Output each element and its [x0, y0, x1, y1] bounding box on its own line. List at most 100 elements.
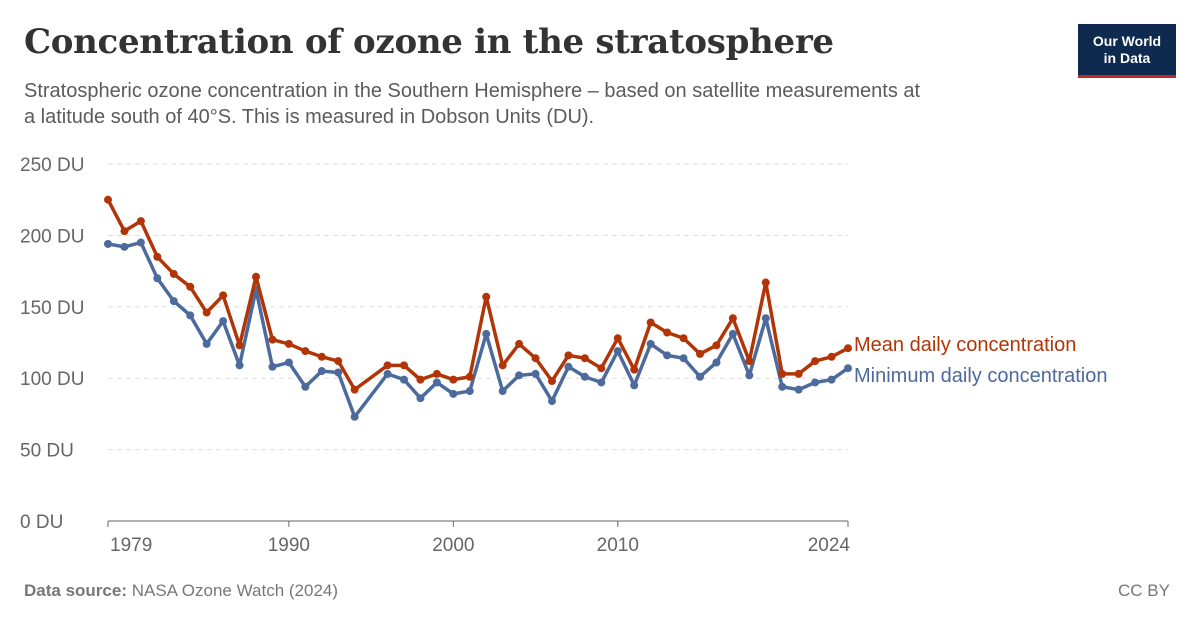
data-point-mean-daily-concentration[interactable] — [844, 344, 852, 353]
data-point-mean-daily-concentration[interactable] — [465, 372, 474, 381]
data-point-minimum-daily-concentration[interactable] — [317, 367, 326, 376]
data-point-mean-daily-concentration[interactable] — [778, 369, 787, 378]
data-point-mean-daily-concentration[interactable] — [811, 357, 820, 366]
data-point-mean-daily-concentration[interactable] — [334, 357, 343, 366]
data-point-minimum-daily-concentration[interactable] — [728, 329, 737, 338]
data-point-mean-daily-concentration[interactable] — [268, 335, 277, 344]
data-point-mean-daily-concentration[interactable] — [219, 291, 228, 300]
data-point-minimum-daily-concentration[interactable] — [400, 375, 408, 384]
data-point-mean-daily-concentration[interactable] — [515, 339, 524, 348]
data-point-minimum-daily-concentration[interactable] — [564, 362, 573, 371]
data-point-mean-daily-concentration[interactable] — [531, 354, 540, 363]
data-point-mean-daily-concentration[interactable] — [663, 328, 672, 337]
data-point-minimum-daily-concentration[interactable] — [646, 339, 655, 348]
data-point-mean-daily-concentration[interactable] — [712, 341, 721, 350]
legend-label-minimum-daily-concentration[interactable]: Minimum daily concentration — [854, 365, 1107, 387]
data-point-mean-daily-concentration[interactable] — [679, 334, 688, 343]
series-mean-daily-concentration[interactable] — [104, 195, 852, 394]
data-point-mean-daily-concentration[interactable] — [498, 361, 507, 370]
data-point-minimum-daily-concentration[interactable] — [449, 389, 458, 398]
data-point-minimum-daily-concentration[interactable] — [104, 239, 112, 248]
data-point-minimum-daily-concentration[interactable] — [712, 358, 721, 367]
data-point-minimum-daily-concentration[interactable] — [844, 364, 852, 373]
data-point-mean-daily-concentration[interactable] — [827, 352, 836, 361]
data-point-minimum-daily-concentration[interactable] — [696, 372, 704, 381]
data-point-minimum-daily-concentration[interactable] — [219, 317, 228, 326]
data-point-minimum-daily-concentration[interactable] — [498, 387, 507, 396]
data-point-minimum-daily-concentration[interactable] — [465, 387, 474, 396]
data-point-minimum-daily-concentration[interactable] — [580, 372, 589, 381]
data-point-mean-daily-concentration[interactable] — [482, 292, 491, 301]
data-point-mean-daily-concentration[interactable] — [696, 349, 704, 358]
data-point-minimum-daily-concentration[interactable] — [186, 311, 195, 320]
data-point-minimum-daily-concentration[interactable] — [613, 347, 622, 356]
data-point-mean-daily-concentration[interactable] — [301, 347, 310, 356]
data-point-minimum-daily-concentration[interactable] — [153, 274, 162, 283]
data-point-minimum-daily-concentration[interactable] — [284, 358, 293, 367]
data-point-mean-daily-concentration[interactable] — [794, 369, 803, 378]
data-point-mean-daily-concentration[interactable] — [449, 375, 458, 384]
data-point-mean-daily-concentration[interactable] — [383, 361, 392, 370]
data-point-mean-daily-concentration[interactable] — [630, 365, 639, 374]
data-point-minimum-daily-concentration[interactable] — [778, 382, 787, 391]
data-point-minimum-daily-concentration[interactable] — [597, 378, 606, 387]
data-point-minimum-daily-concentration[interactable] — [235, 361, 244, 370]
data-point-mean-daily-concentration[interactable] — [350, 385, 359, 394]
data-point-minimum-daily-concentration[interactable] — [811, 378, 820, 387]
data-point-minimum-daily-concentration[interactable] — [663, 351, 672, 360]
data-point-minimum-daily-concentration[interactable] — [169, 297, 178, 306]
data-point-mean-daily-concentration[interactable] — [120, 227, 129, 236]
data-point-minimum-daily-concentration[interactable] — [827, 375, 836, 384]
data-point-minimum-daily-concentration[interactable] — [515, 371, 524, 380]
data-point-minimum-daily-concentration[interactable] — [136, 238, 145, 247]
data-point-mean-daily-concentration[interactable] — [432, 369, 441, 378]
data-point-mean-daily-concentration[interactable] — [153, 252, 162, 261]
data-point-mean-daily-concentration[interactable] — [252, 272, 260, 281]
data-point-mean-daily-concentration[interactable] — [186, 282, 195, 291]
data-point-mean-daily-concentration[interactable] — [548, 377, 556, 386]
data-point-minimum-daily-concentration[interactable] — [794, 385, 803, 394]
data-point-mean-daily-concentration[interactable] — [202, 308, 211, 317]
data-point-mean-daily-concentration[interactable] — [104, 195, 112, 204]
data-point-mean-daily-concentration[interactable] — [597, 364, 606, 373]
data-point-minimum-daily-concentration[interactable] — [120, 242, 129, 251]
data-point-minimum-daily-concentration[interactable] — [334, 368, 343, 377]
data-point-minimum-daily-concentration[interactable] — [432, 378, 441, 387]
data-point-mean-daily-concentration[interactable] — [745, 357, 754, 366]
owid-logo[interactable]: Our World in Data — [1078, 24, 1176, 78]
x-tick-label: 1990 — [268, 535, 310, 556]
data-point-minimum-daily-concentration[interactable] — [416, 394, 425, 403]
data-point-mean-daily-concentration[interactable] — [169, 269, 178, 278]
data-point-mean-daily-concentration[interactable] — [728, 314, 737, 323]
chart-subtitle: Stratospheric ozone concentration in the… — [24, 80, 921, 128]
data-point-minimum-daily-concentration[interactable] — [350, 412, 359, 421]
data-point-minimum-daily-concentration[interactable] — [761, 314, 770, 323]
data-point-minimum-daily-concentration[interactable] — [745, 371, 754, 380]
legend: Mean daily concentration Minimum daily co… — [854, 334, 1107, 387]
data-point-minimum-daily-concentration[interactable] — [531, 369, 540, 378]
data-point-mean-daily-concentration[interactable] — [317, 352, 326, 361]
data-point-minimum-daily-concentration[interactable] — [268, 362, 277, 371]
data-point-mean-daily-concentration[interactable] — [646, 318, 655, 327]
data-point-mean-daily-concentration[interactable] — [136, 217, 145, 226]
legend-label-mean-daily-concentration[interactable]: Mean daily concentration — [854, 334, 1076, 356]
data-point-mean-daily-concentration[interactable] — [284, 339, 293, 348]
data-point-minimum-daily-concentration[interactable] — [202, 339, 211, 348]
data-point-mean-daily-concentration[interactable] — [235, 341, 244, 350]
data-point-mean-daily-concentration[interactable] — [400, 361, 408, 370]
license-link[interactable]: CC BY — [1118, 581, 1170, 600]
data-point-minimum-daily-concentration[interactable] — [679, 354, 688, 363]
data-point-mean-daily-concentration[interactable] — [564, 351, 573, 360]
data-point-mean-daily-concentration[interactable] — [761, 278, 770, 287]
x-tick-label: 1979 — [110, 535, 152, 556]
data-point-minimum-daily-concentration[interactable] — [383, 369, 392, 378]
data-point-minimum-daily-concentration[interactable] — [630, 381, 639, 390]
data-source-link[interactable]: NASA Ozone Watch (2024) — [131, 581, 339, 600]
data-point-minimum-daily-concentration[interactable] — [301, 382, 310, 391]
data-point-mean-daily-concentration[interactable] — [580, 354, 589, 363]
data-point-minimum-daily-concentration[interactable] — [482, 329, 491, 338]
x-tick-label: 2024 — [808, 535, 851, 556]
data-point-mean-daily-concentration[interactable] — [416, 375, 425, 384]
data-point-minimum-daily-concentration[interactable] — [548, 397, 556, 406]
data-point-mean-daily-concentration[interactable] — [613, 334, 622, 343]
